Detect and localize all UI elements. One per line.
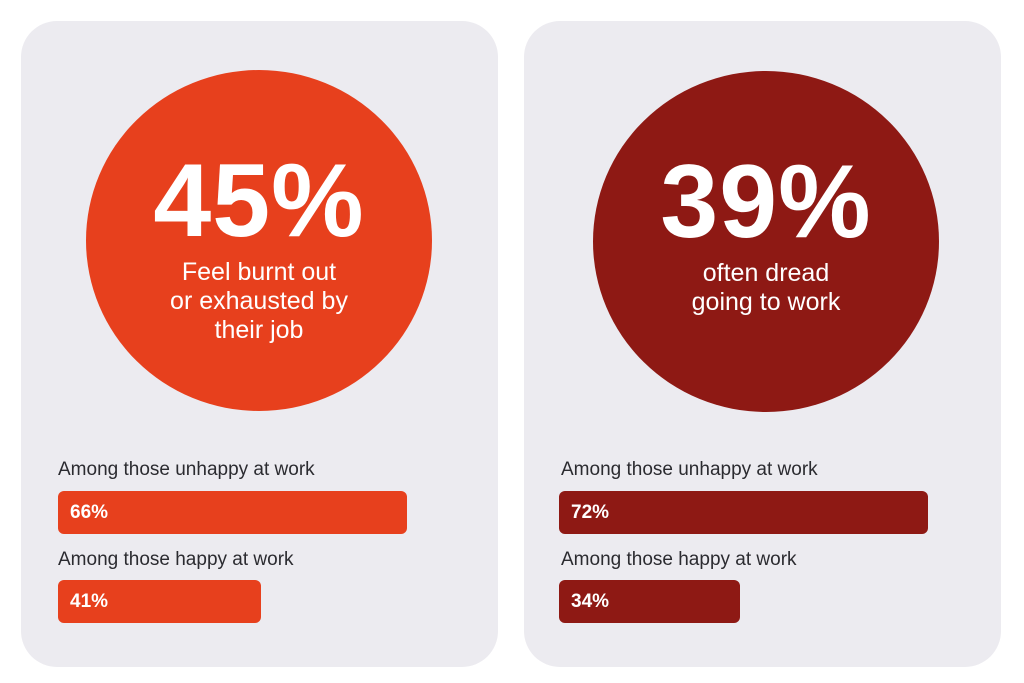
row-label-unhappy: Among those unhappy at work	[58, 459, 315, 480]
row-label-happy: Among those happy at work	[58, 549, 294, 570]
bar-unhappy: 72%	[559, 491, 928, 534]
row-label-unhappy: Among those unhappy at work	[561, 459, 818, 480]
headline-circle: 39% often dread going to work	[593, 71, 939, 412]
row-label-happy: Among those happy at work	[561, 549, 797, 570]
bar-unhappy: 66%	[58, 491, 407, 534]
stat-card-dread: 39% often dread going to work Among thos…	[524, 21, 1001, 667]
bar-happy: 34%	[559, 580, 740, 623]
caption-line: or exhausted by	[170, 287, 348, 315]
caption-line: Feel burnt out	[181, 258, 337, 286]
headline-circle: 45% Feel burnt out or exhausted by their…	[86, 70, 432, 411]
bar-value: 72%	[571, 502, 610, 523]
bar-value: 41%	[70, 591, 109, 612]
headline-percent: 45%	[153, 143, 365, 259]
caption-line: their job	[214, 316, 304, 344]
caption-line: going to work	[691, 288, 841, 316]
headline-percent: 39%	[660, 144, 872, 260]
headline-caption: Feel burnt out or exhausted by their job	[86, 258, 432, 345]
stat-card-burnout: 45% Feel burnt out or exhausted by their…	[21, 21, 498, 667]
bar-value: 34%	[571, 591, 610, 612]
bar-happy: 41%	[58, 580, 261, 623]
headline-caption: often dread going to work	[593, 259, 939, 317]
caption-line: often dread	[702, 259, 830, 287]
bar-value: 66%	[70, 502, 109, 523]
